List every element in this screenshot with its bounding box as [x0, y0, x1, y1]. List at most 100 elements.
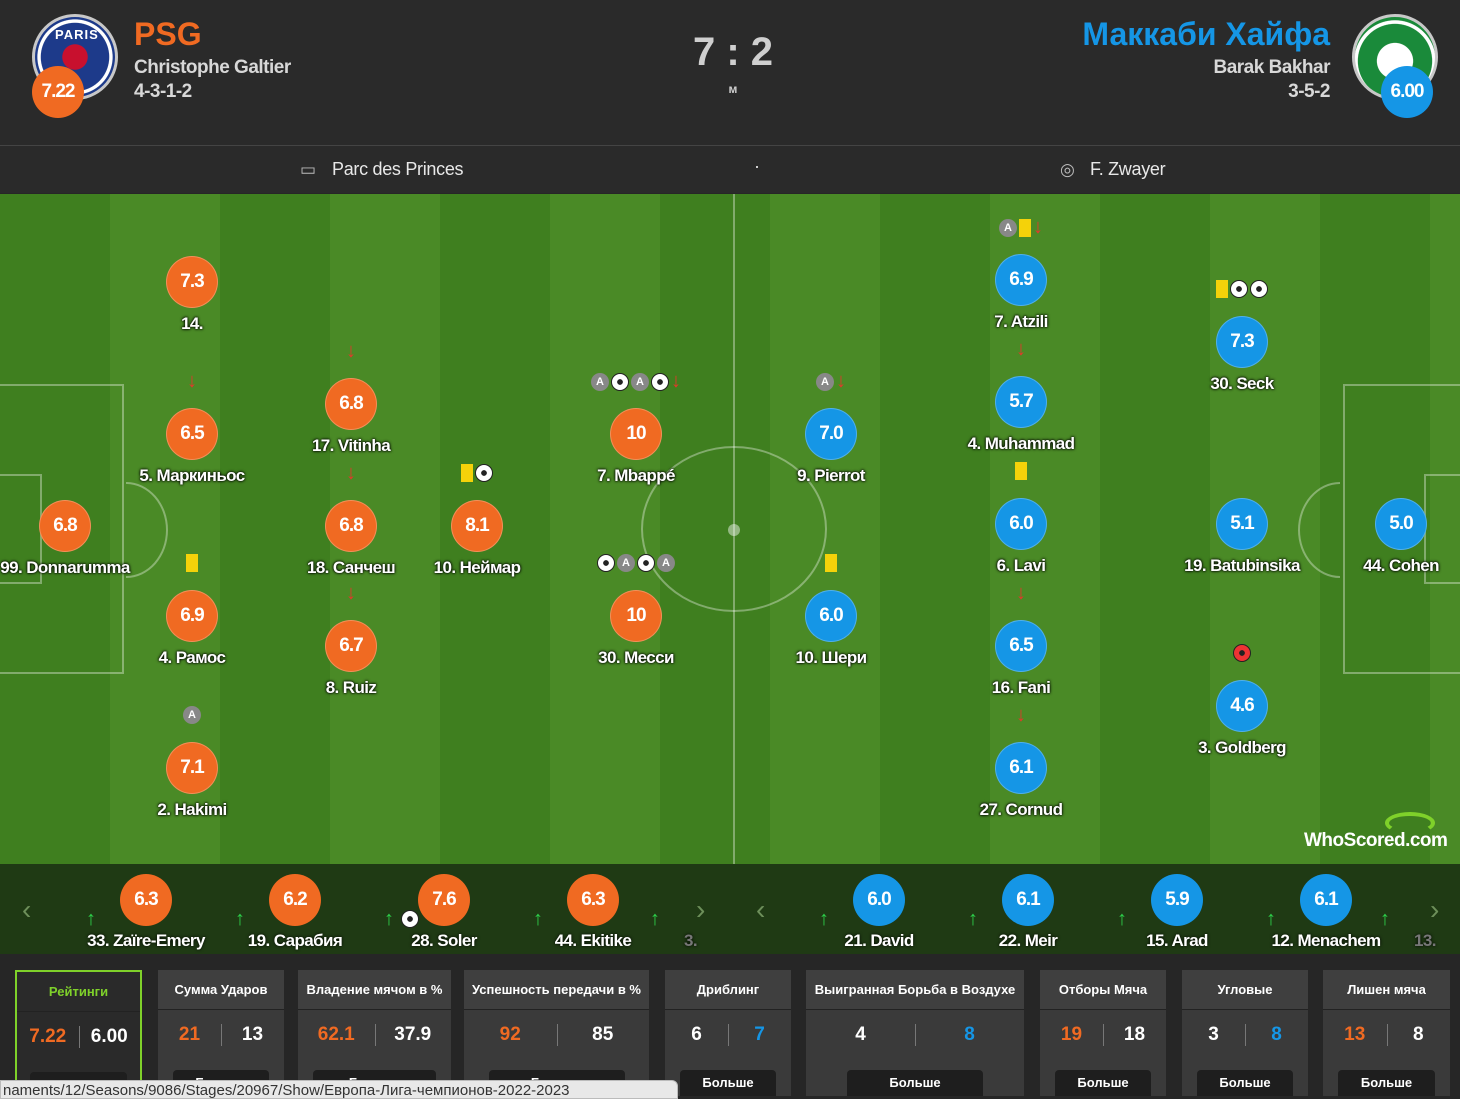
player-event-icons: ↓ [921, 338, 1121, 362]
away-player[interactable]: 5.1 19. Batubinsika [1142, 498, 1342, 588]
away-team-name[interactable]: Маккаби Хайфа [1082, 16, 1330, 52]
player-event-icons [921, 460, 1121, 484]
home-stat-value: 21 [178, 1024, 201, 1045]
stat-more-button[interactable]: Больше [1055, 1070, 1151, 1096]
sub-off-arrow-icon: ↓ [1016, 582, 1026, 604]
assist-icon: A [591, 372, 609, 391]
match-info-bar: ▭ Parc des Princes · ◎ F. Zwayer [0, 145, 1460, 193]
player-event-icons: A ↓ [731, 370, 931, 394]
left-penalty-box [0, 384, 124, 674]
home-substitute[interactable]: ↑ 6.3 44. Ekitike [523, 864, 663, 954]
home-player[interactable]: A 7.1 2. Hakimi [92, 706, 292, 832]
away-substitute[interactable]: ↑ 6.1 12. Menachem [1256, 864, 1396, 954]
stat-more-button[interactable]: Больше [680, 1070, 776, 1096]
away-substitute[interactable]: ↑ 6.0 21. David [809, 864, 949, 954]
player-name: 18. Санчеш [306, 558, 396, 577]
stat-more-button[interactable]: Больше [847, 1070, 983, 1096]
substitute-rating: 6.2 [269, 874, 321, 926]
away-player[interactable]: 5.0 44. Cohen [1301, 498, 1460, 588]
player-rating: 6.0 [805, 590, 857, 642]
sub-off-arrow-icon: ↓ [187, 370, 197, 392]
home-player[interactable]: A A ↓ 10 7. Mbappé [536, 370, 736, 498]
stat-more-button[interactable]: Больше [1197, 1070, 1293, 1096]
home-player[interactable]: 6.9 4. Рамос [92, 554, 292, 680]
stat-values: 19 18 [1040, 1018, 1166, 1052]
away-player[interactable]: A ↓ 7.0 9. Pierrot [731, 370, 931, 498]
home-player[interactable]: 8.1 10. Неймар [377, 464, 577, 590]
away-player[interactable]: 4.6 3. Goldberg [1142, 644, 1342, 770]
stat-divider [374, 1024, 376, 1046]
home-substitute[interactable]: ↑ 7.6 28. Soler [374, 864, 514, 954]
away-substitute[interactable]: ↑ 5.9 15. Arad [1107, 864, 1247, 954]
player-rating: 6.1 [995, 742, 1047, 794]
referee: F. Zwayer [1090, 159, 1166, 179]
home-subs-prev-icon[interactable]: ‹ [22, 894, 32, 925]
sub-on-arrow-icon: ↑ [86, 908, 96, 930]
player-event-icons: ↓ [92, 370, 292, 394]
player-event-icons: ↓ [251, 462, 451, 486]
stat-values: 62.1 37.9 [298, 1018, 451, 1052]
player-name: 8. Ruiz [325, 678, 377, 697]
away-player[interactable]: ↓ 6.1 27. Cornud [921, 704, 1121, 832]
player-rating: 5.7 [995, 376, 1047, 428]
substitute-name: 19. Сарабия [247, 931, 343, 950]
away-subs-prev-icon[interactable]: ‹ [756, 894, 766, 925]
stadium-icon: ▭ [300, 160, 317, 179]
home-substitute[interactable]: ↑ 6.3 33. Zaïre-Emery [76, 864, 216, 954]
player-rating: 5.0 [1375, 498, 1427, 550]
away-formation: 3-5-2 [1288, 81, 1330, 102]
sub-on-arrow-icon: ↑ [968, 908, 978, 930]
stat-divider [556, 1024, 558, 1046]
home-player[interactable]: ↓ 6.8 18. Санчеш [251, 462, 451, 590]
away-subs-next-icon[interactable]: › [1430, 894, 1440, 925]
home-player[interactable]: A A 10 30. Месси [536, 554, 736, 680]
home-player[interactable]: 6.8 99. Donnarumma [0, 500, 165, 590]
away-team-rating: 6.00 [1381, 66, 1433, 118]
away-stat-value: 6.00 [90, 1026, 128, 1047]
substitute-name: 15. Arad [1146, 931, 1208, 950]
player-name: 17. Vitinha [311, 436, 391, 455]
home-formation: 4-3-1-2 [134, 81, 192, 102]
sub-off-arrow-icon: ↓ [1033, 216, 1043, 238]
player-rating: 6.8 [325, 378, 377, 430]
stat-divider [1245, 1024, 1246, 1046]
home-player[interactable]: ↓ 6.8 17. Vitinha [251, 340, 451, 468]
home-player[interactable]: ↓ 6.7 8. Ruiz [251, 582, 451, 710]
away-player[interactable]: A ↓ 6.9 7. Atzili [921, 216, 1121, 344]
home-player[interactable]: 7.3 14. [92, 256, 292, 346]
player-name: 7. Atzili [994, 312, 1048, 331]
goal-ball-icon [1230, 280, 1248, 299]
player-name: 4. Muhammad [967, 434, 1075, 453]
away-player[interactable]: ↓ 6.5 16. Fani [921, 582, 1121, 710]
stat-values: 13 8 [1323, 1018, 1450, 1052]
away-player[interactable]: 7.3 30. Seck [1142, 280, 1342, 406]
home-substitute[interactable]: ↑ 6.2 19. Сарабия [225, 864, 365, 954]
sub-off-arrow-icon: ↓ [1016, 704, 1026, 726]
home-substitute[interactable]: ↑ 3. [640, 864, 780, 954]
match-score: 7 : 2 [692, 30, 774, 74]
stat-more-button[interactable]: Больше [1338, 1070, 1435, 1096]
player-rating: 5.1 [1216, 498, 1268, 550]
player-rating: 7.0 [805, 408, 857, 460]
away-substitute[interactable]: ↑ 6.1 22. Meir [958, 864, 1098, 954]
stat-title: Сумма Ударов [158, 970, 284, 1010]
player-name: 6. Lavi [996, 556, 1046, 575]
away-player[interactable]: 6.0 6. Lavi [921, 462, 1121, 588]
sub-off-arrow-icon: ↓ [1016, 338, 1026, 360]
player-name: 4. Рамос [158, 648, 226, 667]
player-rating: 6.0 [995, 498, 1047, 550]
home-stat-value: 62.1 [317, 1024, 355, 1045]
yellow-card-icon [186, 554, 198, 573]
yellow-card-icon [1216, 280, 1228, 299]
away-substitute[interactable]: ↑ 13. [1370, 864, 1460, 954]
home-player[interactable]: ↓ 6.5 5. Маркиньос [92, 370, 292, 498]
home-team-name[interactable]: PSG [134, 16, 202, 52]
away-stat-value: 13 [241, 1024, 264, 1045]
player-name: 44. Cohen [1363, 556, 1439, 575]
home-subs-next-icon[interactable]: › [696, 894, 706, 925]
assist-icon: A [999, 218, 1017, 237]
match-header: PARIS 7.22 PSG Christophe Galtier 4-3-1-… [0, 0, 1460, 145]
away-player[interactable]: ↓ 5.7 4. Muhammad [921, 338, 1121, 466]
away-player[interactable]: 6.0 10. Шери [731, 554, 931, 680]
